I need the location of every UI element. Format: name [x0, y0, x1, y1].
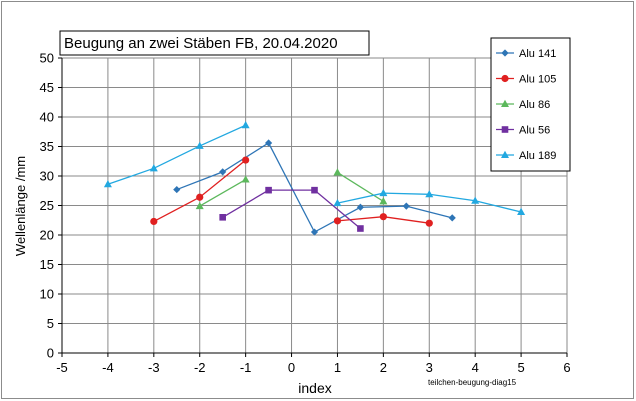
- data-point: [150, 217, 158, 226]
- y-tick-label: 15: [40, 257, 54, 272]
- data-point: [471, 196, 480, 204]
- series-alu-141: [173, 139, 456, 236]
- y-tick-label: 25: [40, 198, 54, 213]
- chart-title: Beugung an zwei Stäben FB, 20.04.2020: [64, 35, 338, 52]
- data-point: [219, 214, 226, 221]
- legend-label: Alu 141: [519, 48, 556, 60]
- series-line: [337, 171, 384, 202]
- data-point: [310, 228, 319, 236]
- series-line: [222, 189, 361, 230]
- data-point: [425, 190, 434, 198]
- y-tick-label: 35: [40, 139, 54, 154]
- data-point: [149, 164, 158, 172]
- data-point: [264, 139, 273, 147]
- data-point: [196, 193, 204, 201]
- data-point: [448, 214, 456, 222]
- legend-entry: Alu 189: [496, 150, 556, 162]
- legend-entry: Alu 141: [496, 48, 556, 60]
- series-line: [199, 178, 246, 207]
- data-point: [379, 213, 387, 221]
- data-point: [195, 201, 204, 210]
- chart-title-box: Beugung an zwei Stäben FB, 20.04.2020: [59, 30, 370, 56]
- x-tick-label: -3: [148, 360, 160, 375]
- x-tick-label: 0: [288, 360, 295, 375]
- series-alu-56: [219, 186, 364, 232]
- x-tick-label: -5: [56, 360, 68, 375]
- data-point: [219, 168, 227, 176]
- y-tick-label: 40: [40, 110, 54, 125]
- x-tick-label: 2: [380, 360, 387, 375]
- legend-marker: [501, 74, 509, 83]
- y-axis-label: Wellenlänge /mm: [13, 156, 28, 256]
- x-axis-label: index: [298, 380, 331, 396]
- legend-entry: Alu 105: [496, 74, 556, 86]
- data-point: [402, 202, 410, 210]
- x-tick-label: 3: [426, 360, 433, 375]
- series-line: [107, 124, 246, 185]
- legend-label: Alu 105: [519, 74, 556, 86]
- legend-marker: [501, 126, 509, 133]
- data-point: [379, 188, 388, 197]
- legend-marker: [501, 99, 509, 107]
- data-point: [517, 207, 526, 215]
- legend-label: Alu 189: [519, 150, 556, 162]
- y-tick-label: 20: [40, 228, 54, 243]
- x-tick-label: -2: [194, 360, 206, 375]
- y-tick-label: 10: [40, 287, 54, 302]
- chart-annotation: teilchen-beugung-diag15: [428, 378, 517, 387]
- data-point: [241, 175, 250, 183]
- legend-entry: Alu 56: [496, 125, 550, 137]
- data-point: [333, 217, 342, 225]
- x-tick-label: 1: [334, 360, 341, 375]
- data-point: [379, 197, 388, 205]
- legend-marker: [501, 49, 509, 57]
- series-alu-105: [150, 156, 433, 227]
- legend-label: Alu 86: [519, 99, 550, 111]
- legend-entry: Alu 86: [496, 99, 550, 111]
- legend: Alu 141 Alu 105 Alu 86 Alu 56 Alu 189: [490, 37, 571, 172]
- series-layer: [103, 121, 526, 236]
- x-tick-label: 6: [563, 360, 570, 375]
- y-tick-label: 45: [40, 80, 54, 95]
- data-point: [357, 225, 364, 232]
- x-tick-label: -4: [102, 360, 114, 375]
- x-tick-label: 4: [472, 360, 479, 375]
- series-alu-86: [195, 168, 388, 210]
- data-point: [241, 121, 250, 129]
- data-point: [265, 186, 272, 194]
- legend-label: Alu 56: [519, 125, 550, 137]
- data-point: [311, 186, 318, 194]
- data-point: [195, 141, 204, 149]
- data-point: [333, 168, 342, 176]
- series-alu-189: [103, 121, 526, 215]
- legend-marker: [501, 150, 509, 158]
- data-point: [356, 203, 365, 211]
- x-tick-label: -1: [240, 360, 252, 375]
- x-tick-label: 5: [517, 360, 524, 375]
- data-point: [103, 180, 112, 188]
- data-point: [333, 198, 342, 207]
- y-tick-label: 50: [40, 51, 54, 66]
- y-tick-label: 5: [47, 316, 54, 331]
- data-point: [425, 219, 433, 227]
- data-point: [173, 185, 181, 194]
- y-tick-label: 30: [40, 169, 54, 184]
- data-point: [242, 156, 250, 164]
- y-tick-label: 0: [47, 346, 54, 361]
